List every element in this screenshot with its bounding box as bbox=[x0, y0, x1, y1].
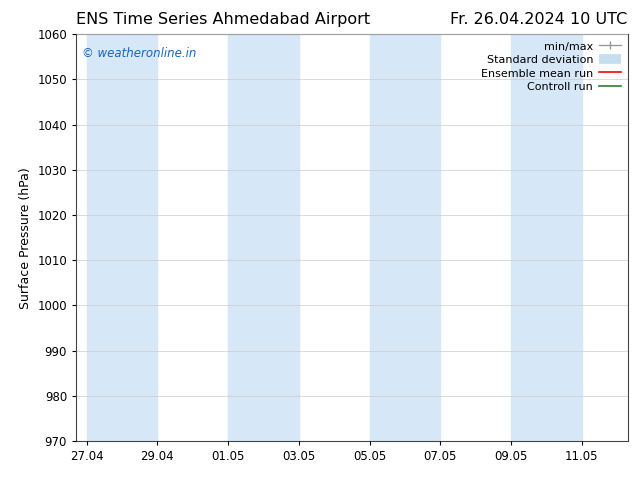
Text: ENS Time Series Ahmedabad Airport: ENS Time Series Ahmedabad Airport bbox=[76, 12, 370, 27]
Bar bbox=[87, 34, 157, 441]
Bar bbox=[370, 34, 440, 441]
Text: Fr. 26.04.2024 10 UTC: Fr. 26.04.2024 10 UTC bbox=[450, 12, 628, 27]
Legend: min/max, Standard deviation, Ensemble mean run, Controll run: min/max, Standard deviation, Ensemble me… bbox=[477, 37, 625, 97]
Bar bbox=[228, 34, 299, 441]
Text: © weatheronline.in: © weatheronline.in bbox=[82, 47, 196, 59]
Y-axis label: Surface Pressure (hPa): Surface Pressure (hPa) bbox=[19, 167, 32, 309]
Bar bbox=[511, 34, 581, 441]
